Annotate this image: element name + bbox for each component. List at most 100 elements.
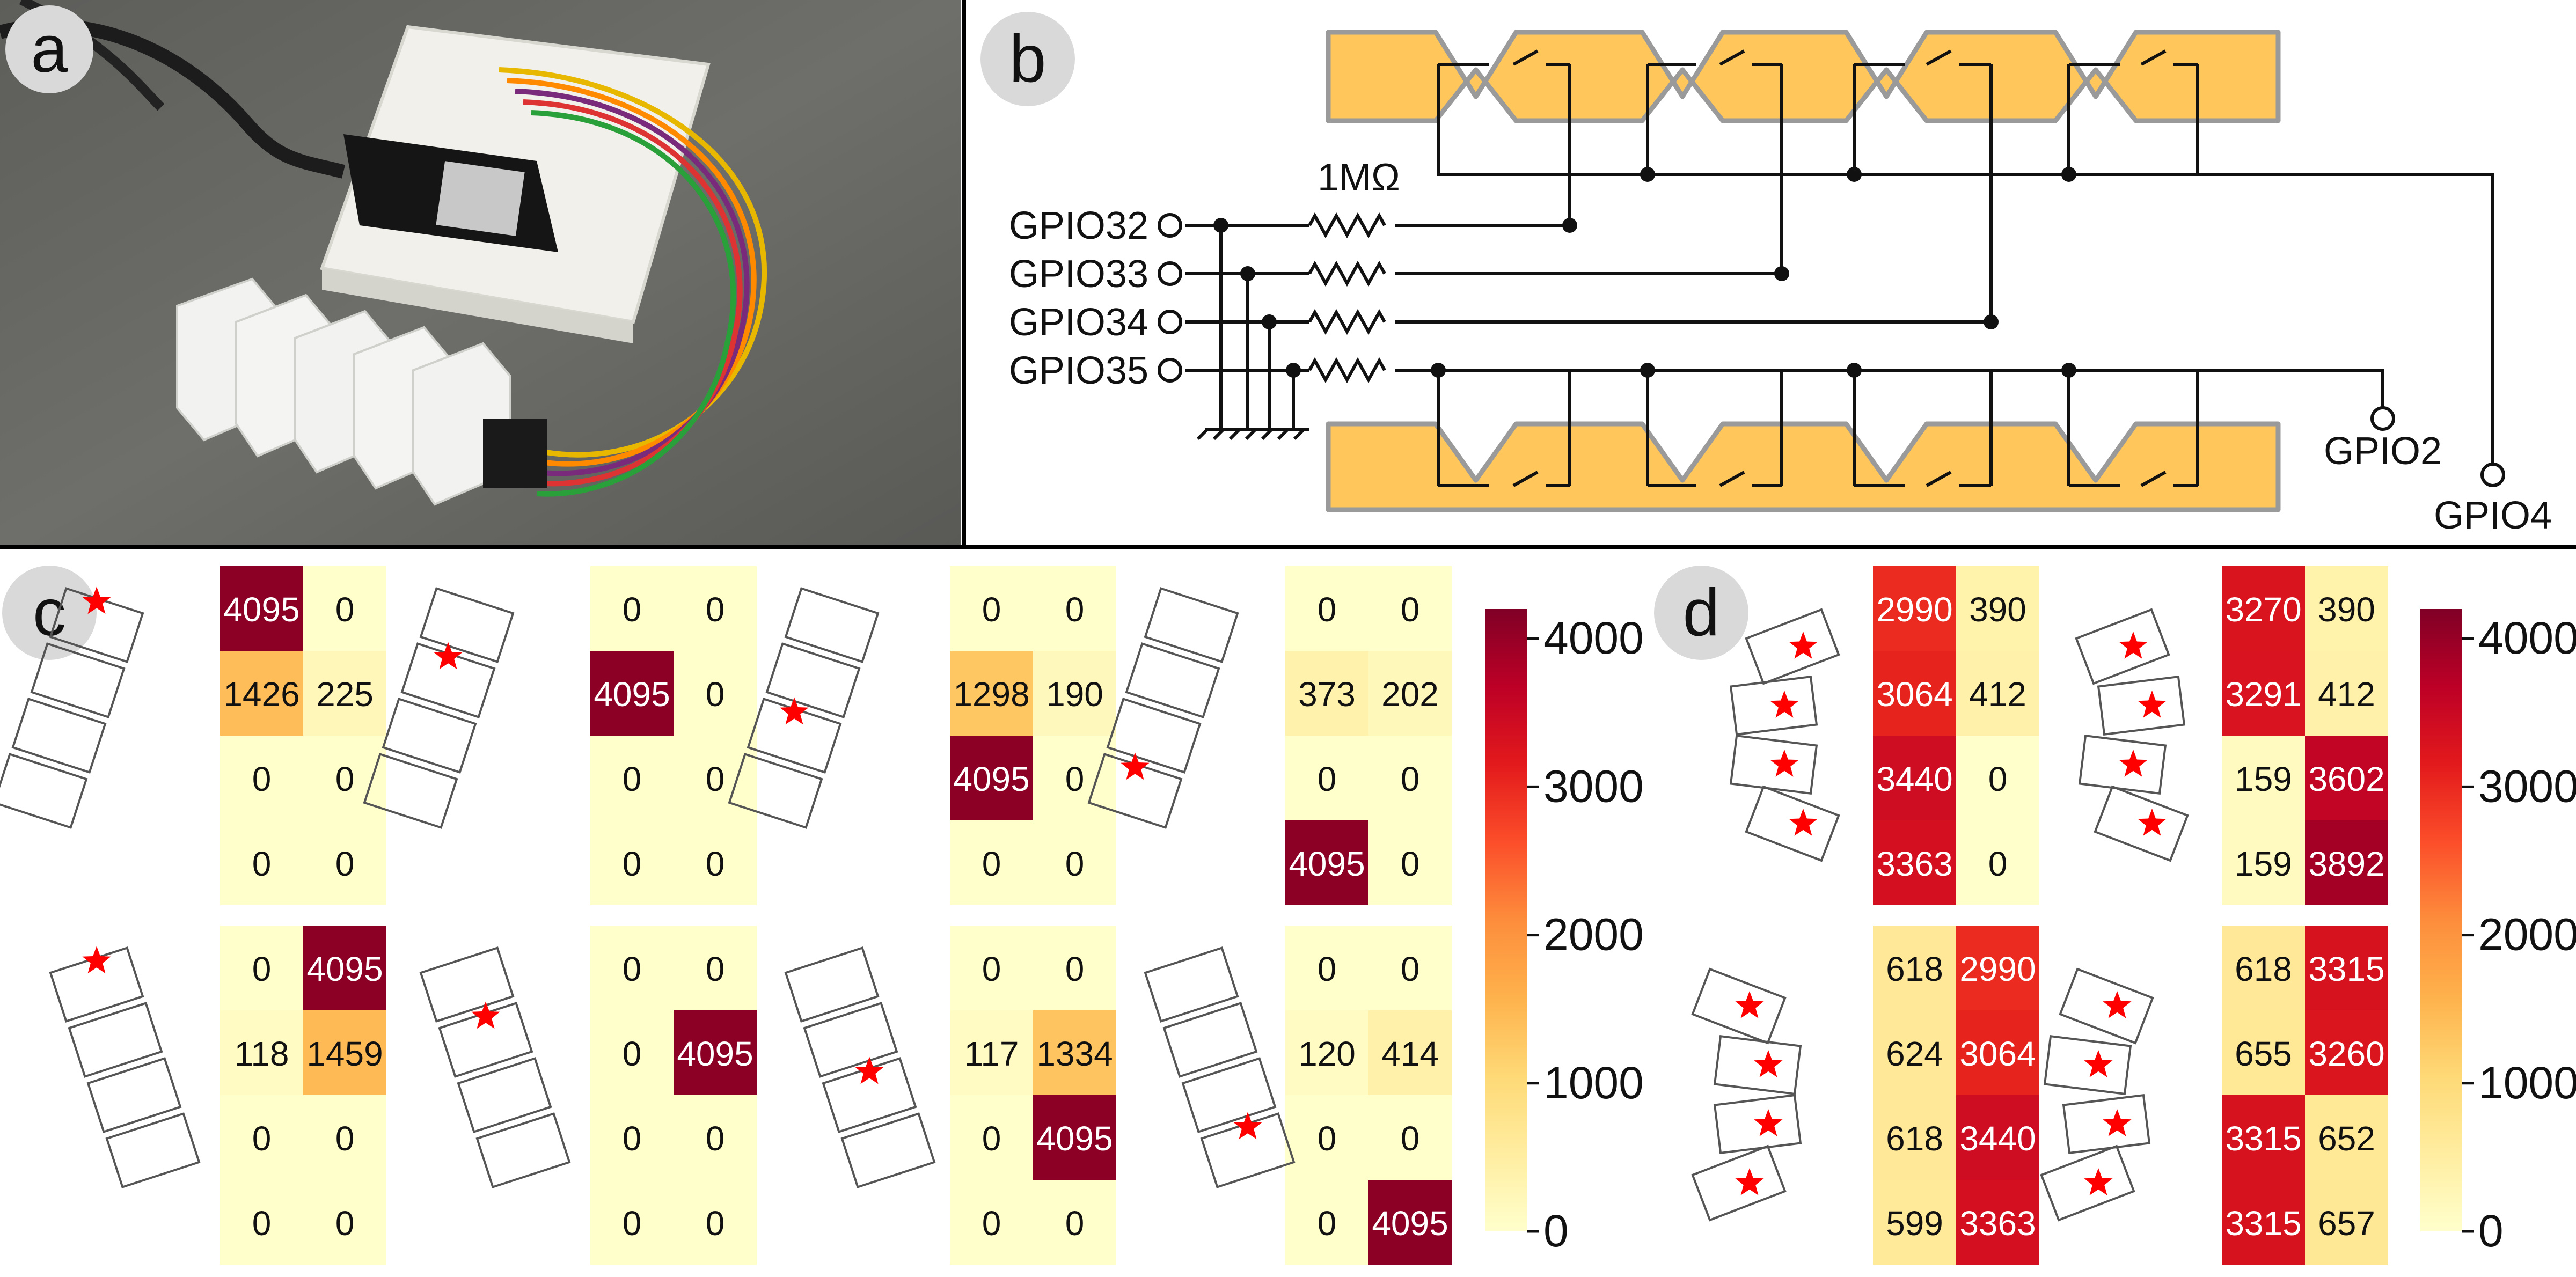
heatmap-cell	[2305, 566, 2388, 651]
heatmap-cell-value: 652	[2318, 1119, 2375, 1158]
heatmap-cell-value: 0	[1065, 950, 1085, 988]
heatmap-cell-value: 0	[252, 760, 272, 798]
heatmap-cell	[674, 651, 757, 736]
panel-c-sensor-sketches	[0, 586, 1296, 1188]
sensor-segment	[1691, 967, 1787, 1045]
sensor-segment	[747, 698, 842, 774]
sensor-segment	[784, 587, 880, 663]
heatmap-cell-value: 0	[982, 1119, 1001, 1158]
star-marker	[780, 697, 809, 725]
sensor-segment	[419, 587, 515, 663]
colorbar-gradient	[1485, 609, 1527, 1231]
sensor-sketch	[1691, 967, 1802, 1222]
heatmap-cell	[303, 566, 386, 651]
circuit-wires	[1185, 49, 2494, 487]
heatmap-cell	[2222, 736, 2305, 820]
heatmap-cell-value: 0	[335, 1119, 355, 1158]
heatmap-cell	[1033, 651, 1116, 736]
colorbar-tick-label: 2000	[1543, 909, 1644, 960]
heatmap-cell	[2222, 1010, 2305, 1095]
heatmap-cell-value: 657	[2318, 1204, 2375, 1243]
label-gpio33: GPIO33	[1009, 253, 1148, 296]
divider-horizontal	[0, 545, 2576, 549]
sensor-segment	[1087, 753, 1183, 829]
star-marker	[1735, 1168, 1764, 1195]
heatmap-cell-value: 2990	[1959, 950, 2036, 988]
heatmap-cell-value: 1459	[306, 1034, 383, 1073]
heatmap-cell-value: 4095	[1289, 845, 1365, 883]
sensor-segment	[438, 1002, 533, 1078]
heatmap-cell	[1285, 926, 1368, 1010]
jumper-wires	[499, 67, 767, 497]
panel-b-letter: b	[1009, 22, 1046, 96]
sensor-segment	[1745, 785, 1840, 862]
sensor-segment	[803, 1002, 898, 1078]
panel-b-circuit: b	[980, 12, 2552, 537]
heatmap-cell	[950, 1010, 1033, 1095]
heatmap-cell	[303, 1180, 386, 1265]
heatmap-cell	[303, 1010, 386, 1095]
sensor-segment	[419, 946, 515, 1023]
heatmap-cell-value: 3064	[1876, 675, 1952, 714]
heatmap-cell	[1956, 1010, 2039, 1095]
heatmap-cell-value: 0	[623, 590, 642, 629]
heatmap-cell-value: 3270	[2225, 590, 2301, 629]
star-marker	[2084, 1050, 2113, 1077]
heatmap-cell-value: 0	[706, 675, 725, 714]
sensor-segment	[1745, 608, 1840, 685]
heatmap-cell-value: 618	[2235, 950, 2292, 988]
sensor-sketch	[1087, 587, 1239, 829]
sensor-sketch	[728, 587, 880, 829]
heatmap-cell-value: 0	[982, 1204, 1001, 1243]
heatmap-cell-value: 0	[1318, 1204, 1337, 1243]
heatmap-matrix: 4095 0 1426 225 0 0 0 0	[220, 566, 386, 905]
sensor-segment	[86, 1057, 182, 1133]
heatmap-cell-value: 0	[335, 1204, 355, 1243]
heatmap-cell-value: 0	[982, 950, 1001, 988]
heatmap-cell-value: 0	[623, 1034, 642, 1073]
heatmap-cell-value: 0	[335, 590, 355, 629]
star-marker	[1789, 632, 1818, 659]
sensor-segment	[2043, 1034, 2132, 1096]
heatmap-cell-value: 120	[1298, 1034, 1356, 1073]
heatmap-cell	[1873, 926, 1956, 1010]
star-marker	[2103, 1109, 2132, 1136]
colorbar-tick-label: 0	[1543, 1206, 1569, 1256]
heatmap-cell	[1368, 736, 1452, 820]
sensor-segment	[11, 698, 107, 774]
colorbar-ticks: 4000 3000 2000 1000 0	[2462, 613, 2576, 1256]
heatmap-cell	[1368, 1010, 1452, 1095]
label-gpio32: GPIO32	[1009, 204, 1148, 247]
panel-d-sensor-sketches	[1691, 608, 2189, 1222]
heatmap-cell-value: 190	[1046, 675, 1103, 714]
heatmap-cell	[1956, 1095, 2039, 1180]
star-marker	[1121, 752, 1150, 780]
sensor-segment	[1200, 1112, 1296, 1188]
sensor-sketch	[1144, 946, 1296, 1188]
heatmap-cell-value: 2990	[1876, 590, 1952, 629]
heatmap-cell-value: 0	[1401, 1119, 1420, 1158]
divider-vertical	[962, 0, 966, 546]
heatmap-cell-value: 1298	[953, 675, 1029, 714]
heatmap-cell-value: 3260	[2308, 1034, 2384, 1073]
heatmap-cell-value: 0	[252, 845, 272, 883]
heatmap-cell-value: 0	[252, 950, 272, 988]
heatmap-cell-value: 0	[706, 760, 725, 798]
heatmap-cell-value: 599	[1886, 1204, 1943, 1243]
colorbar-tick-label: 2000	[2478, 909, 2576, 960]
heatmap-cell	[2305, 736, 2388, 820]
heatmap-cell	[1873, 1180, 1956, 1265]
heatmap-cell-value: 0	[1318, 950, 1337, 988]
heatmap-cell	[950, 1180, 1033, 1265]
sensor-segment	[1713, 1093, 1802, 1155]
heatmap-cell-value: 4095	[594, 675, 670, 714]
heatmap-cell	[2222, 926, 2305, 1010]
heatmap-cell-value: 412	[2318, 675, 2375, 714]
panel-a-letter: a	[31, 12, 68, 86]
panel-c-badge	[2, 566, 97, 660]
heatmap-cell	[1368, 1180, 1452, 1265]
sensor-sketch	[419, 946, 571, 1188]
heatmap-cell-value: 3064	[1959, 1034, 2036, 1073]
panel-d-badge	[1654, 566, 1748, 660]
